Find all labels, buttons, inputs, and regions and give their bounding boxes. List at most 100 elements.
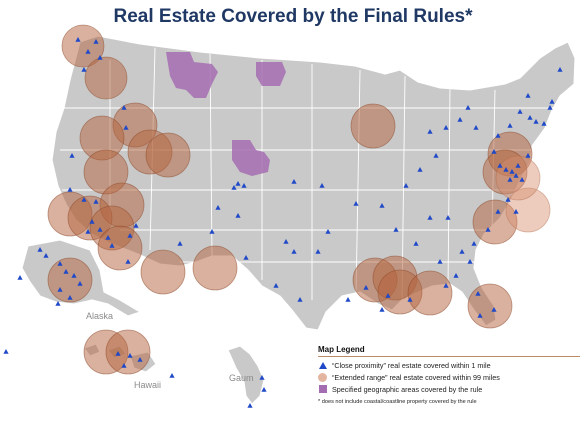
proximity-marker bbox=[127, 233, 133, 238]
specified-area-montana-west bbox=[166, 52, 218, 98]
proximity-marker bbox=[235, 213, 241, 218]
range-circle bbox=[505, 187, 551, 233]
proximity-marker bbox=[547, 105, 553, 110]
legend-item-proximity: “Close proximity” real estate covered wi… bbox=[318, 360, 580, 370]
range-circle bbox=[192, 245, 238, 291]
proximity-marker bbox=[453, 273, 459, 278]
proximity-marker bbox=[85, 49, 91, 54]
proximity-marker bbox=[477, 313, 483, 318]
proximity-marker bbox=[247, 403, 253, 408]
proximity-marker bbox=[123, 125, 129, 130]
range-circle bbox=[472, 199, 518, 245]
proximity-marker bbox=[549, 99, 555, 104]
proximity-marker bbox=[541, 121, 547, 126]
proximity-marker bbox=[433, 153, 439, 158]
proximity-marker bbox=[105, 235, 111, 240]
proximity-marker bbox=[93, 39, 99, 44]
range-circle bbox=[407, 270, 453, 316]
proximity-marker bbox=[491, 307, 497, 312]
proximity-marker bbox=[109, 243, 115, 248]
proximity-marker bbox=[283, 239, 289, 244]
proximity-marker bbox=[121, 363, 127, 368]
proximity-marker bbox=[69, 153, 75, 158]
legend-title: Map Legend bbox=[318, 345, 580, 357]
proximity-marker bbox=[507, 177, 513, 182]
proximity-marker bbox=[43, 253, 49, 258]
proximity-marker bbox=[315, 249, 321, 254]
proximity-marker bbox=[37, 247, 43, 252]
proximity-marker bbox=[527, 115, 533, 120]
proximity-marker bbox=[231, 185, 237, 190]
proximity-marker bbox=[427, 215, 433, 220]
proximity-marker bbox=[485, 227, 491, 232]
proximity-marker bbox=[67, 187, 73, 192]
proximity-marker bbox=[71, 273, 77, 278]
proximity-marker bbox=[503, 167, 509, 172]
proximity-marker bbox=[533, 119, 539, 124]
proximity-marker bbox=[291, 249, 297, 254]
proximity-marker bbox=[525, 153, 531, 158]
triangle-marker-icon bbox=[318, 361, 327, 370]
proximity-marker bbox=[515, 163, 521, 168]
proximity-marker bbox=[497, 163, 503, 168]
proximity-marker bbox=[241, 183, 247, 188]
proximity-marker bbox=[509, 169, 515, 174]
proximity-marker bbox=[379, 203, 385, 208]
proximity-marker bbox=[475, 291, 481, 296]
proximity-marker bbox=[93, 199, 99, 204]
proximity-marker bbox=[97, 227, 103, 232]
proximity-marker bbox=[437, 259, 443, 264]
proximity-marker bbox=[443, 283, 449, 288]
proximity-marker bbox=[243, 255, 249, 260]
proximity-marker bbox=[63, 269, 69, 274]
proximity-marker bbox=[57, 287, 63, 292]
range-circle bbox=[140, 249, 186, 295]
proximity-marker bbox=[507, 123, 513, 128]
proximity-marker bbox=[457, 117, 463, 122]
proximity-marker bbox=[403, 183, 409, 188]
proximity-marker bbox=[471, 241, 477, 246]
proximity-marker bbox=[57, 261, 63, 266]
proximity-marker bbox=[55, 301, 61, 306]
proximity-marker bbox=[125, 259, 131, 264]
map-title: Real Estate Covered by the Final Rules* bbox=[113, 6, 473, 27]
proximity-marker bbox=[115, 351, 121, 356]
proximity-marker bbox=[393, 227, 399, 232]
proximity-marker bbox=[169, 373, 175, 378]
proximity-marker bbox=[273, 283, 279, 288]
proximity-marker bbox=[133, 223, 139, 228]
proximity-marker bbox=[345, 297, 351, 302]
range-circle bbox=[467, 283, 513, 329]
proximity-marker bbox=[417, 167, 423, 172]
range-circle bbox=[482, 149, 528, 195]
circle-marker-icon bbox=[318, 372, 327, 382]
guam-label: Gaum bbox=[229, 373, 254, 383]
proximity-marker bbox=[505, 197, 511, 202]
range-circle bbox=[495, 155, 541, 201]
proximity-marker bbox=[517, 109, 523, 114]
proximity-marker bbox=[81, 67, 87, 72]
proximity-marker bbox=[261, 387, 267, 392]
proximity-marker bbox=[495, 133, 501, 138]
proximity-marker bbox=[3, 349, 9, 354]
proximity-marker bbox=[127, 353, 133, 358]
proximity-marker bbox=[513, 173, 519, 178]
specified-area-north-dakota bbox=[256, 62, 286, 86]
proximity-marker bbox=[325, 229, 331, 234]
proximity-marker bbox=[495, 209, 501, 214]
legend-item-specified-areas: Specified geographic areas covered by th… bbox=[318, 384, 580, 394]
proximity-marker bbox=[97, 55, 103, 60]
guam-landmass bbox=[227, 345, 265, 405]
proximity-marker bbox=[557, 67, 563, 72]
footnote: * does not include coastal/coastline pro… bbox=[318, 399, 477, 405]
proximity-marker bbox=[235, 181, 241, 186]
proximity-marker bbox=[89, 219, 95, 224]
proximity-marker bbox=[513, 209, 519, 214]
proximity-marker bbox=[177, 241, 183, 246]
proximity-marker bbox=[467, 259, 473, 264]
proximity-marker bbox=[443, 125, 449, 130]
proximity-marker bbox=[85, 229, 91, 234]
proximity-marker bbox=[459, 249, 465, 254]
legend-item-label: Specified geographic areas covered by th… bbox=[332, 384, 483, 394]
